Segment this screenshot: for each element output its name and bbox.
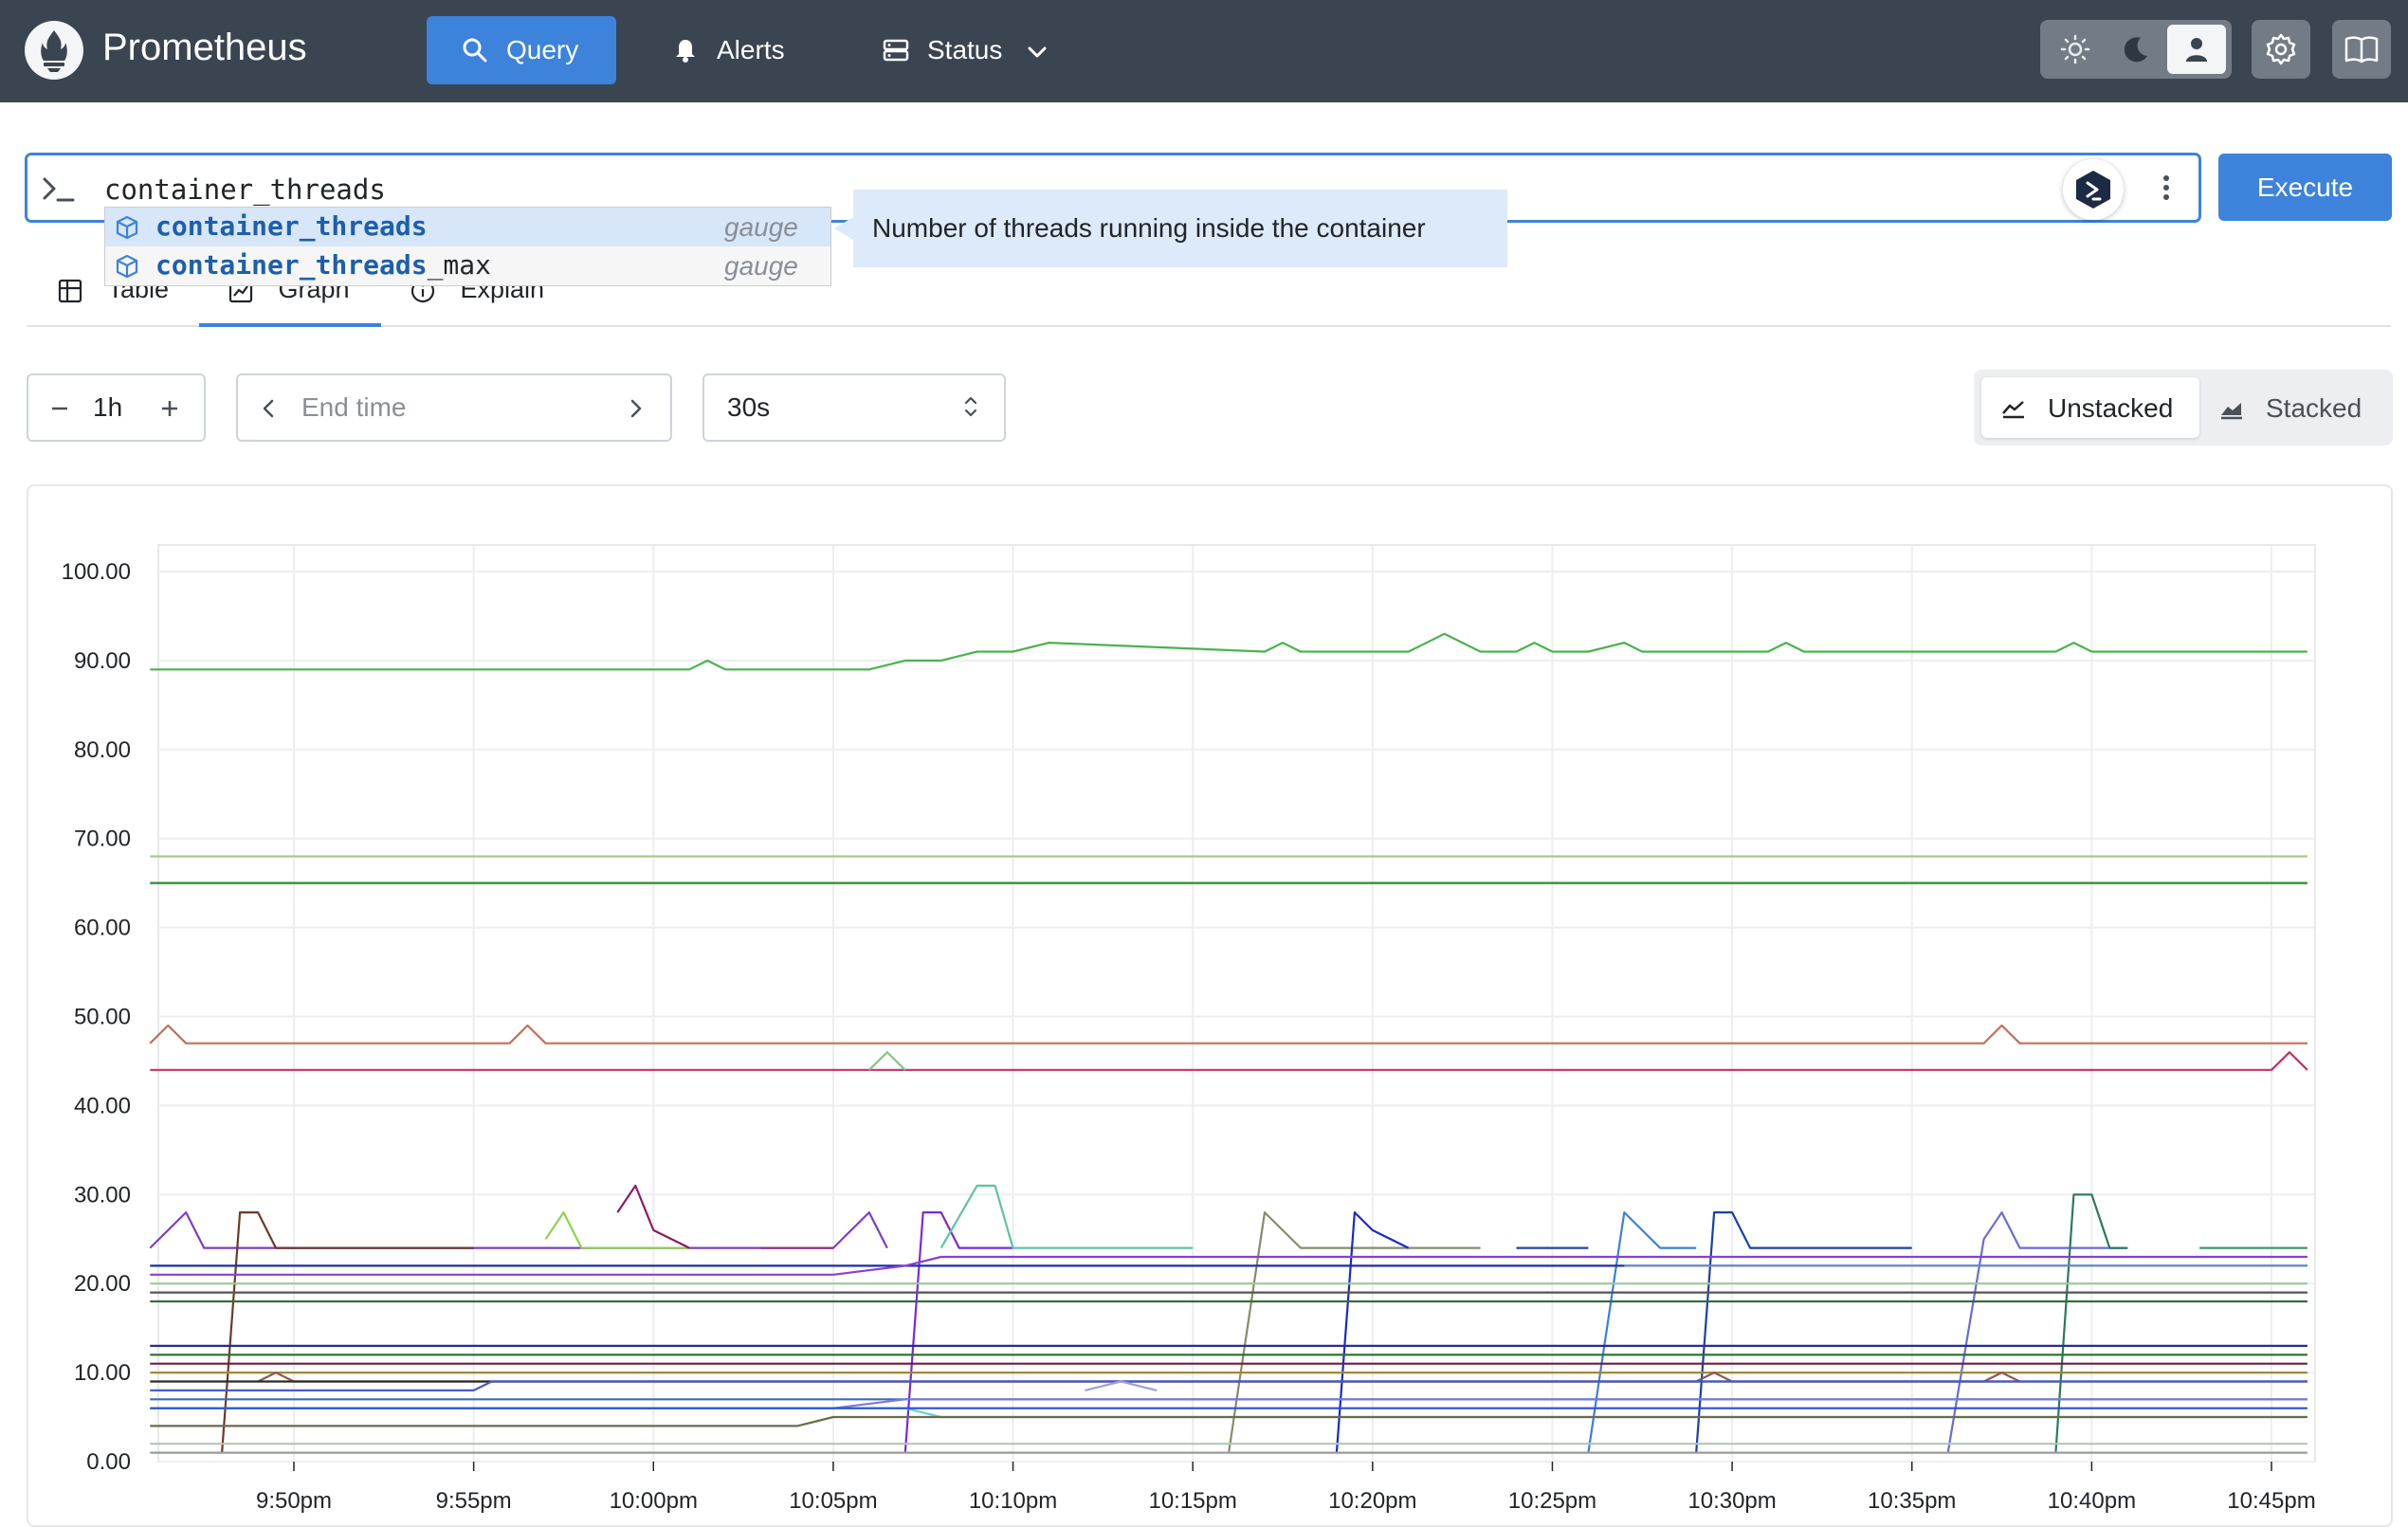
y-tick-label: 10.00 [74, 1360, 131, 1386]
series-line-3 [149, 1024, 2308, 1045]
series-line-14 [1335, 1210, 1410, 1453]
theme-switcher [2040, 20, 2232, 79]
series-line-19 [2054, 1193, 2128, 1453]
top-navbar [0, 0, 2408, 102]
autocomplete-item[interactable]: container_threads gauge [105, 208, 830, 246]
graph-panel [27, 484, 2393, 1527]
prometheus-logo-icon[interactable] [25, 21, 83, 80]
y-tick-label: 30.00 [74, 1182, 131, 1208]
autocomplete-dropdown: container_threads gauge container_thread… [104, 207, 831, 286]
metric-cube-icon [113, 252, 141, 281]
y-tick-label: 80.00 [74, 737, 131, 763]
end-time-input [236, 373, 672, 442]
end-time-placeholder[interactable]: End time [301, 392, 407, 422]
series-line-18 [1946, 1210, 2128, 1453]
series-line-38 [150, 1415, 2308, 1427]
series-line-16 [1587, 1210, 1697, 1453]
range-value[interactable]: 1h [93, 392, 123, 422]
explain-query-icon[interactable] [2063, 159, 2124, 220]
series-line-4 [150, 1050, 2308, 1071]
unstacked-label: Unstacked [2048, 393, 2174, 423]
series-line-34 [1085, 1380, 1158, 1391]
plot-area [157, 544, 2316, 1463]
search-icon [461, 36, 489, 64]
plus-icon[interactable] [159, 398, 180, 424]
y-tick-label: 0.00 [86, 1449, 131, 1475]
server-icon [882, 36, 910, 64]
series-line-31 [257, 1371, 2020, 1383]
minus-icon[interactable] [49, 398, 70, 424]
light-theme-icon[interactable] [2046, 25, 2105, 74]
y-tick-label: 20.00 [74, 1271, 131, 1297]
x-tick-label: 9:55pm [436, 1488, 512, 1513]
series-line-6 [149, 1210, 888, 1249]
x-tick-label: 10:25pm [1508, 1488, 1596, 1513]
series-line-33 [150, 1380, 2308, 1392]
tabs-divider [27, 325, 2391, 327]
y-tick-label: 60.00 [74, 916, 131, 941]
query-text[interactable]: container_threads [104, 173, 386, 206]
execute-button[interactable]: Execute [2218, 154, 2392, 221]
autocomplete-type: gauge [724, 251, 798, 281]
resolution-value: 30s [727, 392, 771, 422]
x-tick-label: 10:30pm [1687, 1488, 1776, 1513]
nav-query-label: Query [506, 35, 579, 64]
autocomplete-label: container_threads_max [155, 249, 492, 281]
x-tick-label: 9:50pm [256, 1488, 332, 1513]
y-tick-label: 90.00 [74, 648, 131, 674]
chevron-down-icon [1027, 35, 1048, 65]
y-tick-label: 70.00 [74, 827, 131, 852]
gear-icon[interactable] [2252, 20, 2310, 79]
autocomplete-label: container_threads [155, 210, 428, 242]
series-line-0 [150, 632, 2308, 671]
chevron-right-icon[interactable] [626, 398, 645, 424]
tooltip-arrow [834, 217, 853, 240]
x-tick-label: 10:00pm [610, 1488, 698, 1513]
auto-theme-icon[interactable] [2167, 25, 2226, 74]
series-line-9 [616, 1184, 690, 1249]
y-tick-label: 40.00 [74, 1093, 131, 1118]
metric-cube-icon [113, 213, 141, 242]
series-line-12 [939, 1184, 1194, 1249]
dark-theme-icon[interactable] [2107, 25, 2165, 74]
nav-alerts[interactable]: Alerts [671, 16, 813, 84]
x-tick-label: 10:10pm [969, 1488, 1057, 1513]
series-line-8 [544, 1210, 690, 1249]
bell-icon [671, 36, 700, 64]
resolution-select[interactable] [702, 373, 1006, 442]
area-chart-icon [2221, 403, 2242, 420]
autocomplete-info-tooltip: Number of threads running inside the con… [853, 190, 1507, 267]
autocomplete-type: gauge [724, 212, 798, 242]
unstacked-option[interactable]: Unstacked [2000, 393, 2173, 424]
x-tick-label: 10:40pm [2048, 1488, 2136, 1513]
select-updown-icon [961, 392, 980, 426]
x-tick-label: 10:20pm [1328, 1488, 1416, 1513]
y-tick-label: 100.00 [62, 559, 131, 585]
stacked-option[interactable]: Stacked [2218, 393, 2362, 424]
brand-title[interactable]: Prometheus [102, 27, 307, 68]
autocomplete-item[interactable]: container_threads_max gauge [105, 246, 830, 285]
series-line-5 [868, 1050, 906, 1071]
table-icon [58, 279, 82, 302]
y-tick-label: 50.00 [74, 1005, 131, 1030]
stacked-label: Stacked [2266, 393, 2362, 423]
chevron-left-icon[interactable] [260, 398, 279, 424]
more-options-icon[interactable] [2152, 169, 2180, 207]
nav-status-label: Status [927, 35, 1003, 64]
x-tick-label: 10:05pm [789, 1488, 877, 1513]
series-line-22 [150, 1255, 2308, 1276]
line-chart-icon [2002, 401, 2024, 419]
x-tick-label: 10:45pm [2227, 1488, 2315, 1513]
terminal-prompt-icon [42, 175, 76, 209]
book-icon[interactable] [2332, 20, 2391, 79]
x-tick-label: 10:15pm [1148, 1488, 1236, 1513]
x-tick-label: 10:35pm [1868, 1488, 1956, 1513]
nav-alerts-label: Alerts [717, 35, 785, 64]
nav-status[interactable]: Status [882, 16, 1071, 84]
nav-query[interactable]: Query [427, 16, 616, 84]
active-tab-indicator [199, 323, 381, 327]
